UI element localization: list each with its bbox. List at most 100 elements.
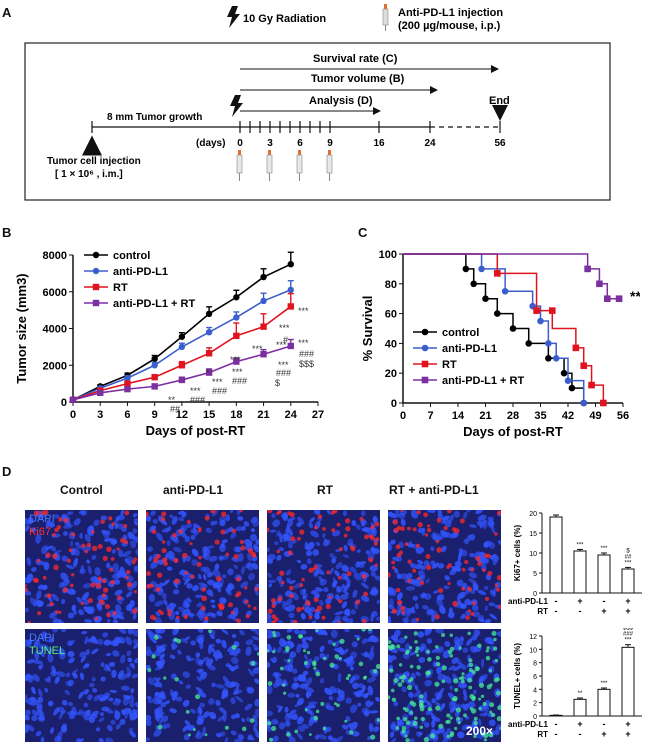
nucleus bbox=[472, 582, 479, 591]
nucleus bbox=[211, 510, 219, 517]
nucleus bbox=[305, 691, 312, 697]
stained-cell bbox=[425, 553, 431, 559]
stained-cell bbox=[367, 629, 373, 632]
nucleus bbox=[409, 651, 417, 656]
nucleus bbox=[319, 645, 325, 653]
nucleus bbox=[222, 712, 227, 722]
nucleus bbox=[398, 637, 406, 644]
nucleus bbox=[431, 698, 437, 704]
nucleus bbox=[147, 699, 153, 704]
nucleus bbox=[246, 717, 251, 722]
nucleus bbox=[375, 616, 380, 621]
nucleus bbox=[113, 579, 121, 585]
nucleus bbox=[25, 639, 30, 648]
data-point bbox=[580, 399, 588, 407]
nucleus bbox=[173, 589, 180, 595]
stained-cell bbox=[400, 510, 404, 512]
data-point bbox=[260, 323, 267, 330]
stained-cell bbox=[405, 720, 411, 725]
nucleus bbox=[272, 735, 279, 742]
data-point bbox=[493, 310, 501, 317]
nucleus bbox=[243, 521, 250, 527]
stained-cell bbox=[215, 575, 222, 582]
nucleus bbox=[431, 614, 436, 622]
stained-cell bbox=[451, 527, 457, 532]
nucleus bbox=[352, 682, 359, 690]
stained-cell bbox=[449, 633, 454, 637]
stained-cell bbox=[400, 526, 405, 531]
stained-cell bbox=[210, 510, 216, 514]
nucleus bbox=[337, 672, 342, 683]
nucleus bbox=[183, 578, 190, 585]
nucleus bbox=[241, 525, 246, 531]
nucleus bbox=[231, 647, 238, 657]
nucleus bbox=[467, 701, 476, 709]
nucleus bbox=[237, 552, 244, 562]
nucleus bbox=[65, 672, 71, 678]
nucleus bbox=[474, 732, 483, 740]
stained-cell bbox=[361, 618, 367, 623]
nucleus bbox=[214, 520, 218, 525]
nucleus bbox=[233, 686, 240, 695]
nucleus bbox=[202, 726, 206, 737]
stained-cell bbox=[157, 724, 163, 730]
nucleus bbox=[62, 531, 68, 537]
nucleus bbox=[483, 540, 492, 548]
nucleus bbox=[161, 643, 167, 648]
nucleus bbox=[35, 730, 42, 737]
nucleus bbox=[133, 657, 138, 664]
stained-cell bbox=[475, 556, 481, 562]
significance-note: *** bbox=[630, 288, 640, 304]
nucleus bbox=[98, 737, 104, 742]
stained-cell bbox=[204, 733, 208, 737]
nucleus bbox=[186, 597, 192, 603]
stained-cell bbox=[326, 570, 331, 575]
nucleus bbox=[456, 597, 461, 604]
nucleus bbox=[124, 712, 129, 720]
nucleus bbox=[342, 589, 349, 596]
nucleus bbox=[253, 722, 258, 729]
nucleus bbox=[148, 593, 155, 603]
stained-cell bbox=[425, 670, 431, 676]
nucleus bbox=[60, 629, 67, 633]
stained-cell bbox=[308, 615, 313, 620]
nucleus bbox=[25, 607, 30, 613]
nucleus bbox=[287, 692, 296, 698]
stained-cell bbox=[468, 685, 473, 690]
stained-cell bbox=[373, 541, 378, 546]
nucleus bbox=[185, 684, 192, 689]
stained-cell bbox=[419, 694, 424, 699]
stained-cell bbox=[304, 708, 308, 712]
stained-cell bbox=[146, 570, 152, 577]
nucleus bbox=[164, 700, 170, 705]
stained-cell bbox=[101, 593, 106, 598]
nucleus bbox=[322, 533, 326, 538]
stained-cell bbox=[292, 619, 298, 623]
nucleus bbox=[310, 530, 320, 538]
stained-cell bbox=[464, 559, 469, 565]
significance-note: ** bbox=[578, 691, 583, 697]
nucleus bbox=[132, 629, 138, 637]
nucleus bbox=[162, 579, 170, 586]
nucleus bbox=[498, 654, 501, 659]
nucleus bbox=[318, 575, 324, 582]
nucleus bbox=[244, 538, 253, 547]
nucleus bbox=[112, 650, 120, 657]
nucleus bbox=[115, 604, 122, 613]
stained-cell bbox=[404, 707, 409, 713]
nucleus bbox=[57, 706, 65, 713]
stained-cell bbox=[84, 549, 89, 554]
nucleus bbox=[228, 664, 235, 672]
stained-cell bbox=[401, 726, 407, 731]
nucleus bbox=[288, 736, 296, 742]
stained-cell bbox=[408, 646, 413, 650]
nucleus bbox=[180, 638, 189, 644]
nucleus bbox=[278, 722, 286, 730]
stained-cell bbox=[151, 654, 156, 659]
data-point bbox=[260, 351, 267, 358]
data-point bbox=[205, 369, 213, 376]
nucleus bbox=[335, 586, 344, 593]
x-tick-label: 27 bbox=[312, 409, 324, 421]
data-point bbox=[287, 303, 294, 310]
